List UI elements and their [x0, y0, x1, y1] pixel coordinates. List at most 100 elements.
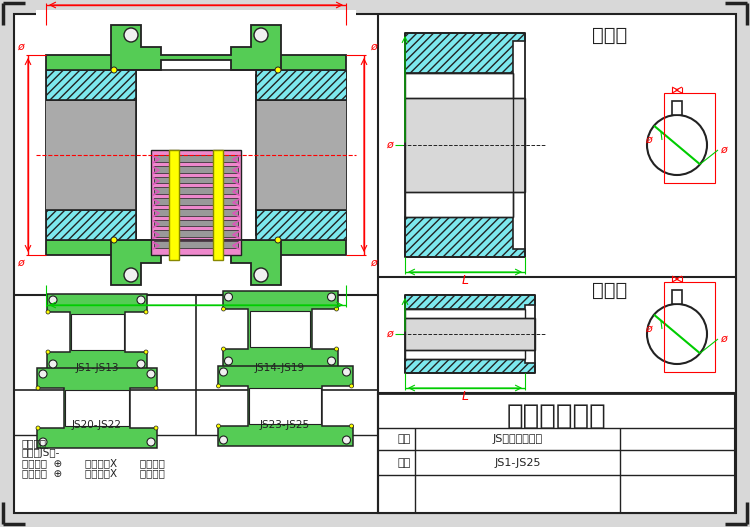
- Text: JS23-JS25: JS23-JS25: [260, 420, 310, 430]
- Bar: [154, 198, 238, 205]
- Circle shape: [46, 310, 50, 314]
- Bar: [256, 70, 346, 100]
- Circle shape: [49, 296, 57, 304]
- Polygon shape: [256, 55, 346, 255]
- Polygon shape: [672, 101, 682, 115]
- Bar: [256, 210, 346, 240]
- Bar: [154, 230, 238, 237]
- Bar: [154, 187, 238, 194]
- Polygon shape: [217, 366, 352, 446]
- Text: 从动端：  ⊕       （孔径）X       （孔长）: 从动端： ⊕ （孔径）X （孔长）: [22, 468, 165, 478]
- Circle shape: [221, 307, 226, 311]
- Polygon shape: [405, 359, 535, 373]
- Text: JS20-JS22: JS20-JS22: [72, 420, 122, 430]
- Bar: [154, 155, 238, 162]
- Circle shape: [36, 426, 40, 430]
- Circle shape: [217, 384, 220, 388]
- Circle shape: [221, 347, 226, 351]
- Circle shape: [220, 368, 227, 376]
- Text: ø: ø: [386, 329, 393, 339]
- Text: L: L: [461, 389, 469, 403]
- Circle shape: [144, 310, 148, 314]
- Text: 主动端：  ⊕       （孔径）X       （孔长）: 主动端： ⊕ （孔径）X （孔长）: [22, 458, 165, 468]
- Bar: [405, 73, 513, 217]
- Circle shape: [144, 350, 148, 354]
- Bar: [250, 311, 310, 347]
- Bar: [169, 150, 179, 260]
- Bar: [249, 388, 321, 424]
- Circle shape: [334, 307, 338, 311]
- Text: 适用: 适用: [397, 458, 410, 468]
- Bar: [405, 318, 535, 350]
- Bar: [151, 150, 241, 255]
- Bar: [256, 210, 346, 240]
- Text: ø: ø: [18, 42, 24, 52]
- Circle shape: [49, 360, 57, 368]
- Circle shape: [220, 436, 227, 444]
- Polygon shape: [672, 290, 682, 304]
- Text: ø: ø: [645, 135, 652, 145]
- Text: 型号：JS型-: 型号：JS型-: [22, 448, 60, 458]
- Polygon shape: [405, 217, 525, 257]
- Circle shape: [111, 237, 117, 243]
- Bar: [46, 210, 136, 240]
- Polygon shape: [46, 55, 136, 255]
- Polygon shape: [47, 294, 147, 370]
- Text: 文字标注: 文字标注: [22, 438, 47, 448]
- Polygon shape: [405, 295, 535, 309]
- Circle shape: [334, 347, 338, 351]
- Text: 泊头友谊机械: 泊头友谊机械: [507, 402, 607, 430]
- Circle shape: [275, 237, 281, 243]
- Text: 主动端: 主动端: [592, 25, 628, 44]
- Text: JS型蛇簧联轴器: JS型蛇簧联轴器: [493, 434, 543, 444]
- Circle shape: [137, 360, 145, 368]
- Circle shape: [647, 304, 707, 364]
- Bar: [46, 70, 136, 100]
- Circle shape: [154, 386, 158, 390]
- Circle shape: [137, 296, 145, 304]
- Circle shape: [647, 115, 707, 175]
- Bar: [154, 166, 238, 172]
- Bar: [154, 220, 238, 227]
- Bar: [405, 98, 525, 192]
- Text: 名称: 名称: [397, 434, 410, 444]
- Circle shape: [46, 350, 50, 354]
- Circle shape: [350, 424, 353, 428]
- Bar: [36, 10, 356, 300]
- Polygon shape: [111, 25, 281, 70]
- Circle shape: [254, 268, 268, 282]
- Bar: [256, 100, 346, 210]
- Text: ø: ø: [720, 145, 727, 155]
- Text: JS14-JS19: JS14-JS19: [255, 363, 305, 373]
- Bar: [46, 70, 136, 100]
- Bar: [213, 150, 223, 260]
- Text: ø: ø: [370, 258, 377, 268]
- Bar: [46, 100, 136, 210]
- Bar: [664, 282, 715, 372]
- Polygon shape: [37, 368, 157, 448]
- Circle shape: [39, 438, 47, 446]
- Polygon shape: [111, 240, 281, 285]
- Bar: [256, 70, 346, 100]
- Circle shape: [124, 268, 138, 282]
- Polygon shape: [223, 291, 338, 367]
- Circle shape: [111, 67, 117, 73]
- Text: JS1-JS25: JS1-JS25: [495, 458, 542, 468]
- Circle shape: [343, 436, 350, 444]
- Text: ø: ø: [645, 324, 652, 334]
- Bar: [378, 393, 735, 513]
- Circle shape: [343, 368, 350, 376]
- Bar: [154, 177, 238, 183]
- Polygon shape: [405, 33, 525, 73]
- Bar: [154, 241, 238, 248]
- Text: ø: ø: [386, 140, 393, 150]
- Bar: [46, 210, 136, 240]
- Circle shape: [154, 426, 158, 430]
- Text: ø: ø: [18, 258, 24, 268]
- Circle shape: [350, 384, 353, 388]
- Bar: [154, 209, 238, 216]
- Circle shape: [147, 370, 155, 378]
- Circle shape: [224, 293, 232, 301]
- Text: ø: ø: [720, 334, 727, 344]
- Circle shape: [254, 28, 268, 42]
